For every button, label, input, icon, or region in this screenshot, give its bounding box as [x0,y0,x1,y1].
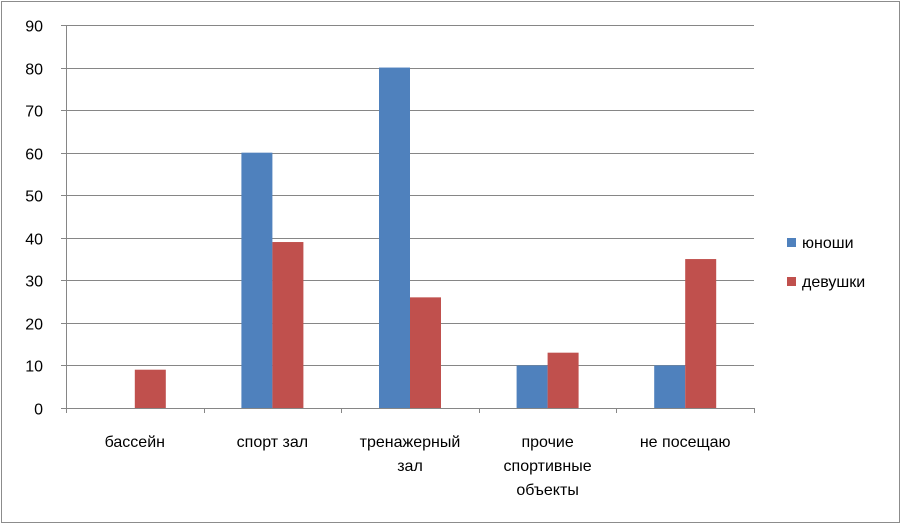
y-tick-label: 10 [25,359,43,376]
x-category-label: тренажерный [360,434,461,451]
x-category-label: спортивные [504,458,592,475]
bar-series-1 [379,67,410,409]
y-tick-label: 40 [25,232,43,249]
axes [61,25,755,413]
legend-label: девушки [802,274,865,291]
bar-series-2 [272,242,304,408]
y-tick-label: 90 [25,19,43,36]
x-category-label: зал [397,458,423,475]
x-axis-category-labels: бассейн спорт зал тренажерный зал прочие спор… [105,434,731,499]
y-tick-label: 60 [25,147,43,164]
x-category-label: прочие [521,434,573,451]
legend-label: юноши [802,235,854,252]
bar-series-2 [685,259,717,408]
x-category-label: не посещаю [640,434,731,451]
legend-swatch [787,277,796,286]
y-tick-label: 0 [34,402,43,419]
y-tick-label: 20 [25,317,43,334]
y-axis-tick-labels: 0 10 20 30 40 50 60 70 80 90 [25,19,43,419]
y-tick-label: 50 [25,189,43,206]
x-category-label: спорт зал [237,434,308,451]
bar-series-1 [654,365,686,408]
y-tick-label: 80 [25,62,43,79]
bar-series-2 [547,352,579,408]
legend: юноши девушки [787,235,865,291]
y-tick-label: 30 [25,274,43,291]
x-category-label: бассейн [105,434,165,451]
bar-series-1 [241,152,273,408]
bars [134,67,717,409]
bar-series-2 [134,369,166,408]
bar-series-2 [410,297,441,408]
y-tick-label: 70 [25,104,43,121]
x-category-label: объекты [516,482,578,499]
bar-series-1 [516,365,548,408]
legend-swatch [787,238,796,247]
